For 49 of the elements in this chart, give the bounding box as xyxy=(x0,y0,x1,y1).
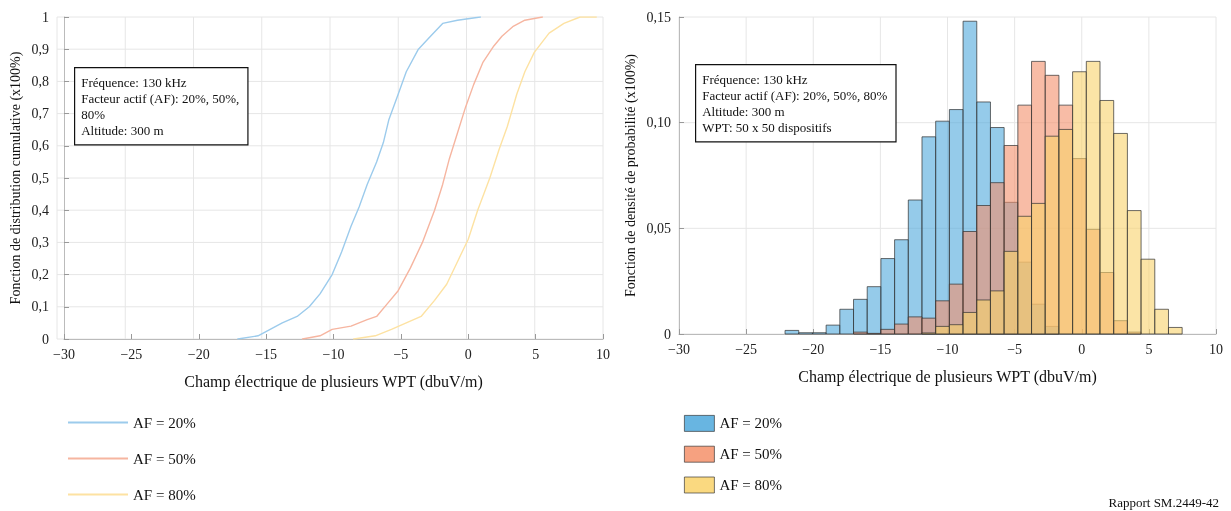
y-tick-label: 0,10 xyxy=(646,115,671,131)
y-tick-label: 0 xyxy=(664,326,671,342)
x-tick-label: 5 xyxy=(532,346,540,362)
y-tick-label: 0,9 xyxy=(31,41,49,57)
line-series xyxy=(237,16,482,340)
x-tick-label: 10 xyxy=(1209,341,1223,357)
y-tick-label: 0,2 xyxy=(31,267,49,283)
x-tick-label: −20 xyxy=(802,341,825,357)
y-tick-label: 0,05 xyxy=(646,220,671,236)
x-tick-label: −30 xyxy=(53,346,75,362)
line-series xyxy=(301,16,544,340)
x-tick-label: −5 xyxy=(393,346,409,362)
y-tick-label: 0,6 xyxy=(31,138,49,154)
legend-label: AF = 20% xyxy=(719,415,783,432)
y-tick-label: 0,3 xyxy=(31,234,49,250)
legend-label: AF = 50% xyxy=(133,450,196,467)
legend-label: AF = 20% xyxy=(133,414,196,431)
x-axis-title: Champ électrique de plusieurs WPT (dbuV/m) xyxy=(184,372,483,391)
text: Rapport SM.2449-42 xyxy=(1108,495,1219,510)
y-tick-label: 0,1 xyxy=(31,299,49,315)
y-tick-label: 0,15 xyxy=(646,9,671,25)
x-tick-label: −10 xyxy=(936,341,959,357)
annotation: Fréquence: 130 kHz Facteur actif (AF): 20%, 50%, 80% Altitude: 300 m WPT: 50 x 50 dispositifs xyxy=(702,71,888,135)
x-tick-label: −15 xyxy=(255,346,278,362)
y-tick-label: 0,8 xyxy=(31,73,49,89)
x-tick-label: −10 xyxy=(322,346,345,362)
y-tick-label: 0,5 xyxy=(31,170,49,186)
x-tick-label: −30 xyxy=(668,341,690,357)
x-tick-label: −15 xyxy=(869,341,892,357)
x-tick-label: −20 xyxy=(187,346,210,362)
legend-label: AF = 50% xyxy=(719,446,783,463)
x-axis-title: Champ électrique de plusieurs WPT (dbuV/m) xyxy=(798,367,1097,386)
x-tick-label: 10 xyxy=(596,346,610,362)
x-tick-label: −5 xyxy=(1007,341,1023,357)
x-tick-label: 5 xyxy=(1145,341,1153,357)
line-series xyxy=(353,16,597,340)
y-axis-title: Fonction de densité de probabilité (x100%) xyxy=(622,53,639,297)
x-tick-label: −25 xyxy=(120,346,143,362)
y-tick-label: 0,7 xyxy=(31,106,49,122)
legend-label: AF = 80% xyxy=(719,477,783,493)
y-tick-label: 0,4 xyxy=(31,202,49,218)
y-tick-label: 1 xyxy=(42,9,49,25)
x-tick-label: 0 xyxy=(1078,341,1086,357)
annotation: Fréquence: 130 kHz Facteur actif (AF): 20%, 50%, 80% Altitude: 300 m xyxy=(81,74,240,138)
x-tick-label: 0 xyxy=(464,346,472,362)
y-axis-title: Fonction de distribution cumulative (x100%) xyxy=(7,51,24,305)
legend-label: AF = 80% xyxy=(133,486,196,503)
y-tick-label: 0 xyxy=(42,331,49,347)
x-tick-label: −25 xyxy=(735,341,758,357)
